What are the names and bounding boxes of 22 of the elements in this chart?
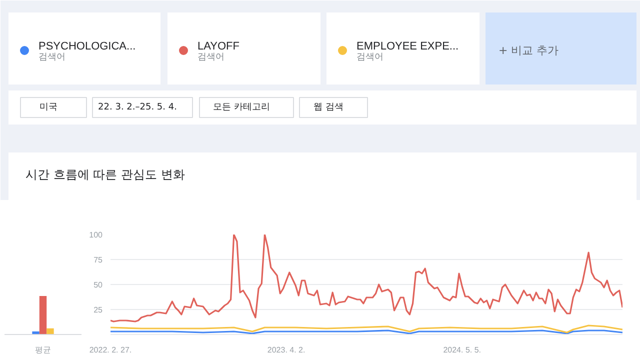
y-tick-label: 50 (94, 280, 104, 290)
text: 검색어 (38, 52, 66, 62)
y-tick-label: 25 (94, 306, 104, 314)
text: 웹 검색 (314, 102, 344, 112)
line-series (110, 324, 622, 334)
legend-label: LAYOFF (198, 40, 240, 52)
line-series (110, 234, 622, 322)
x-tick-label: 평균 (35, 346, 51, 354)
legend-label: EMPLOYEE EXPE... (356, 40, 459, 52)
y-tick-label: 75 (94, 256, 104, 264)
y-tick-label: 100 (89, 230, 104, 240)
legend-label: PSYCHOLOGICA... (38, 40, 136, 52)
x-tick-label: 2023. 4. 2. (267, 346, 306, 354)
text: + 비교 추가 (498, 44, 559, 57)
x-tick-label: 2024. 5. 5. (443, 346, 482, 354)
chart-title: 시간 흐름에 따른 관심도 변화 (26, 168, 185, 182)
text: 검색어 (356, 52, 384, 62)
text: 검색어 (198, 52, 224, 62)
x-tick-label: 2022. 2. 27. (89, 346, 132, 354)
text: 미국 (40, 102, 58, 112)
text: 모든 카테고리 (213, 102, 270, 112)
text: 22. 3. 2.–25. 5. 4. (98, 102, 177, 112)
